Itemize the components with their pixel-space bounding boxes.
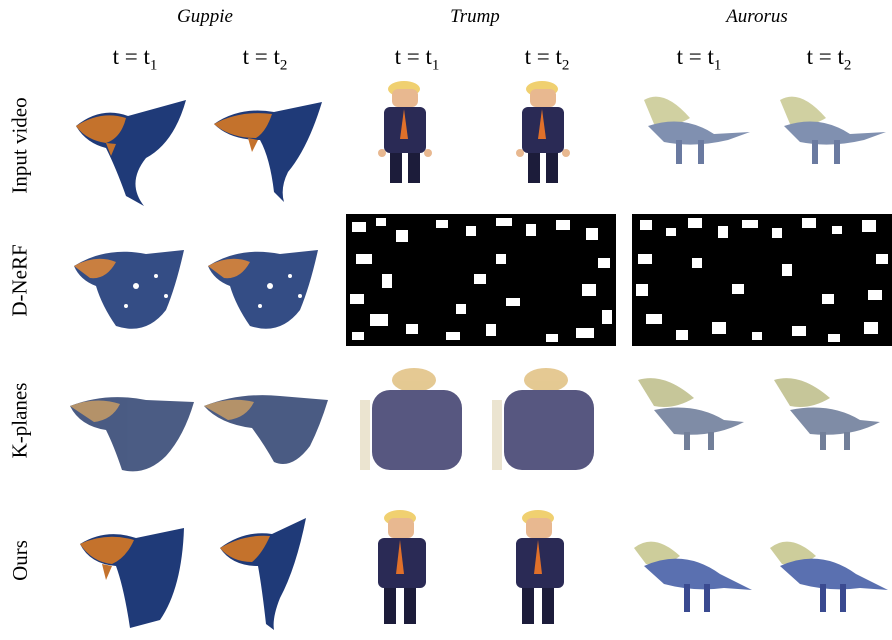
column-title-trump: Trump: [450, 6, 500, 27]
dinosaur-icon: [634, 541, 752, 612]
dnerf-aurorus-noise: [632, 214, 892, 346]
fish-icon: [208, 250, 318, 329]
kplanes-guppie-t1: [66, 366, 196, 491]
fish-icon: [220, 518, 306, 630]
input-aurorus-t1: [624, 88, 754, 213]
dnerf-trump-noise: [346, 214, 616, 346]
ours-trump-t1: [352, 508, 482, 633]
row-label-d-nerf: D-NeRF: [7, 243, 32, 317]
fish-icon: [76, 100, 186, 206]
figure-icon: [378, 81, 432, 183]
input-trump-t1: [352, 75, 482, 200]
figure-icon: [516, 510, 564, 624]
ours-guppie-t2: [200, 508, 330, 633]
figure-icon: [378, 510, 426, 624]
time-label: t = t1: [394, 44, 440, 74]
dinosaur-icon: [774, 378, 880, 450]
time-label: t = t2: [806, 44, 852, 74]
kplanes-trump-t2: [484, 360, 614, 485]
figure-icon: [492, 368, 594, 470]
kplanes-trump-t1: [352, 360, 482, 485]
dinosaur-icon: [770, 541, 888, 612]
kplanes-guppie-t2: [200, 366, 330, 491]
dnerf-guppie-t1: [66, 226, 196, 351]
ours-guppie-t1: [66, 508, 196, 633]
time-label: t = t1: [676, 44, 722, 74]
column-title-guppie: Guppie: [177, 6, 233, 27]
ours-aurorus-t1: [624, 508, 754, 633]
figure-icon: [516, 81, 570, 183]
fish-icon: [80, 528, 184, 628]
row-label-ours: Ours: [7, 539, 32, 581]
dnerf-guppie-t2: [200, 226, 330, 351]
ours-aurorus-t2: [760, 508, 890, 633]
time-label: t = t2: [242, 44, 288, 74]
time-label: t = t1: [112, 44, 158, 74]
kplanes-aurorus-t2: [760, 366, 890, 491]
fish-icon: [70, 397, 194, 472]
row-label-input-video: Input video: [7, 96, 32, 194]
fish-icon: [204, 395, 328, 464]
row-label-k-planes: K-planes: [7, 382, 32, 458]
ours-trump-t2: [484, 508, 614, 633]
time-label: t = t2: [524, 44, 570, 74]
figure-icon: [360, 368, 462, 470]
kplanes-aurorus-t1: [624, 366, 754, 491]
fish-icon: [74, 250, 184, 329]
input-aurorus-t2: [760, 88, 890, 213]
input-trump-t2: [484, 75, 614, 200]
fish-icon: [214, 102, 322, 202]
input-guppie-t1: [66, 88, 196, 213]
dinosaur-icon: [644, 96, 750, 164]
dinosaur-icon: [780, 96, 886, 164]
input-guppie-t2: [200, 88, 330, 213]
column-title-aurorus: Aurorus: [726, 6, 788, 27]
dinosaur-icon: [638, 378, 744, 450]
